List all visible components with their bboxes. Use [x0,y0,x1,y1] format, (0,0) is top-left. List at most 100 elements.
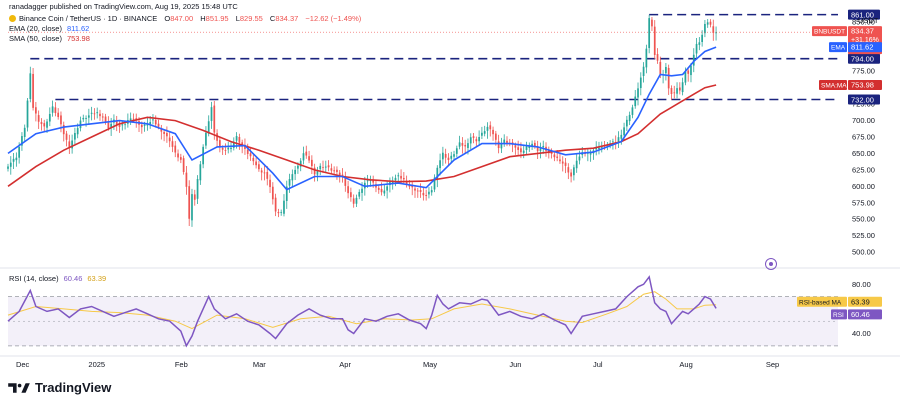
candle-body [464,145,467,147]
candle-body [575,160,578,169]
candle-body [475,139,478,142]
low-label: L [235,14,240,23]
candle-body [634,96,637,107]
candle-body [561,161,564,164]
candle-body [288,179,291,186]
rsi-legend[interactable]: RSI (14, close) 60.46 63.39 [9,274,106,283]
candle-body [132,118,135,120]
open-label: O [164,14,171,23]
candle-body [366,180,369,182]
candle-body [522,150,525,153]
high-value: 851.95 [205,14,229,23]
candle-body [595,147,598,150]
candle-body [706,22,709,25]
candle-body [673,92,676,94]
candle-body [188,186,191,219]
candle-body [436,167,439,180]
sma-legend-label: SMA (50, close) [9,34,62,43]
candle-body [642,66,645,76]
candle-body [444,154,447,158]
candle-body [361,188,363,193]
ema-20-line [7,46,717,191]
publisher-note: ranadagger published on TradingView.com,… [9,2,238,11]
candle-body [207,121,210,134]
candle-body [698,42,701,45]
candle-body [230,147,232,150]
sma-legend[interactable]: SMA (50, close) 753.98 [9,34,90,43]
x-tick-label: Aug [679,360,692,369]
candle-body [266,171,269,179]
candle-body [179,157,182,160]
candle-body [297,165,299,169]
candle-body [639,77,642,89]
candle-body [701,34,703,42]
candle-body [383,190,386,194]
close-label: C [269,14,276,23]
y-tick-label: 500.00 [852,248,875,257]
tradingview-logo[interactable]: TradingView [8,380,111,395]
candle-body [163,131,165,134]
support-tag-label: 732.00 [851,96,874,105]
candle-body [299,160,302,167]
candle-body [29,73,32,99]
candle-body [244,145,246,149]
candle-body [202,146,205,165]
candle-body [271,186,274,200]
candle-body [503,139,506,143]
tradingview-logo-icon [8,382,30,393]
candle-body [347,186,349,194]
candle-body [99,113,101,117]
candle-body [15,157,18,161]
indicator-value-bg [848,80,882,91]
candle-body [405,180,408,185]
candle-body [324,166,327,168]
x-tick-label: Jul [593,360,603,369]
y-tick-label: 675.00 [852,133,875,142]
candle-body [255,161,257,166]
candle-body [648,18,651,49]
crosshair-icon-dot [769,262,773,266]
candle-body [481,132,483,136]
candle-body [458,142,461,147]
candle-body [414,188,416,191]
candle-body [90,112,93,114]
candle-body [60,115,62,125]
candle-body [620,134,623,139]
candle-body [514,145,517,148]
ema-price-tag: EMA 811.62 [829,42,882,53]
candle-body [213,105,216,133]
ema-legend[interactable]: EMA (20, close) 811.62 [9,24,89,33]
candle-body [478,137,480,142]
candle-body [87,115,90,118]
candle-body [377,187,380,190]
candle-body [394,177,397,181]
candle-body [578,156,581,161]
rsi-line [7,275,717,348]
y-tick-label: 700.00 [852,116,875,125]
candle-body [43,123,46,127]
rsi-legend-value: 60.46 [63,274,83,283]
bnbusdt-value: 834.37 [851,27,874,36]
x-tick-label: May [423,360,437,369]
candle-body [308,156,310,161]
x-tick-label: Mar [253,360,266,369]
candle-body [695,43,698,54]
indicator-value: 811.62 [851,43,873,52]
candle-body [216,133,218,141]
candle-body [670,88,673,94]
candle-body [684,71,687,83]
candle-body [567,167,570,173]
candle-body [600,146,603,148]
candle-body [160,128,163,132]
high-label: H [200,14,206,23]
candle-body [330,168,333,171]
candle-body [486,126,489,131]
indicator-label-bg [829,42,847,53]
candle-body [687,70,690,74]
crosshair-icon-ring [765,258,777,270]
bnbusdt-change: +31.16% [851,37,879,44]
candle-body [227,147,230,150]
candle-body [692,54,695,66]
open-value: 847.00 [170,14,194,23]
